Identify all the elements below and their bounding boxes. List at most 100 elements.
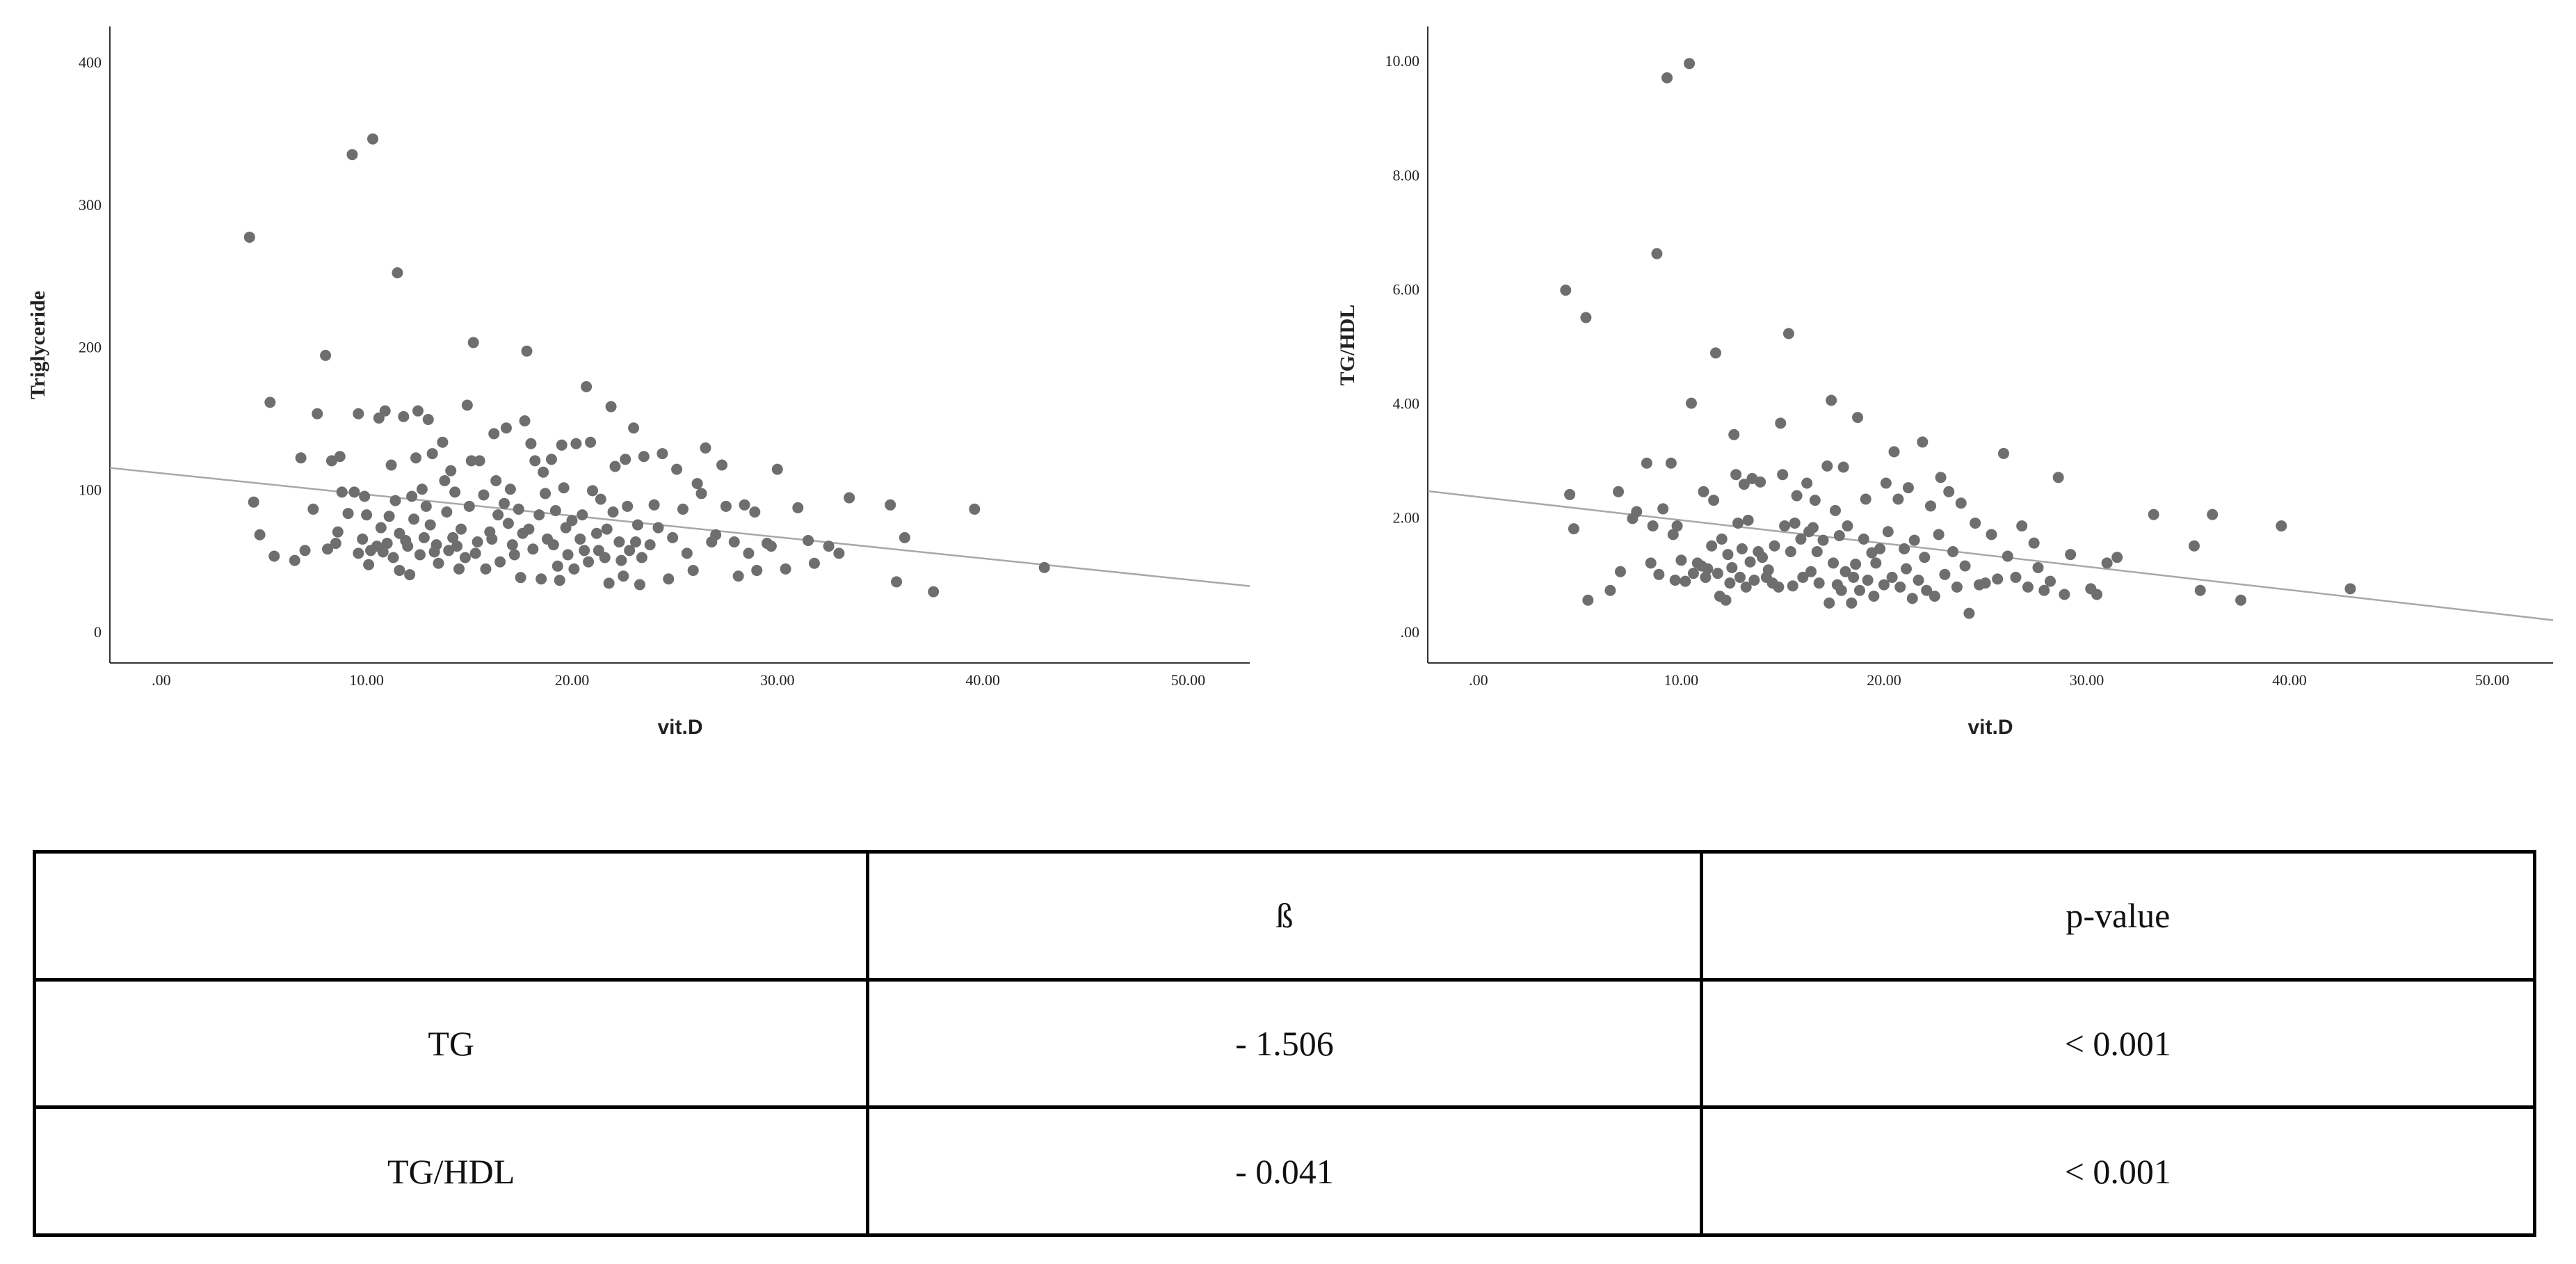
scatter-point [488, 428, 500, 440]
scatter-point [1769, 540, 1780, 552]
scatter-point [504, 483, 516, 495]
scatter-point [615, 554, 627, 566]
scatter-point [414, 549, 426, 561]
scatter-point [422, 413, 434, 425]
scatter-point [581, 381, 593, 392]
scatter-point [1708, 495, 1720, 506]
scatter-point [289, 554, 300, 566]
scatter-point [1645, 557, 1657, 569]
x-tick-label: 40.00 [2272, 671, 2307, 689]
scatter-point [1833, 530, 1845, 541]
scatter-point [1924, 500, 1936, 512]
x-axis-title: vit.D [657, 716, 702, 739]
scatter-point [1669, 575, 1681, 586]
scatter-point [2276, 520, 2287, 532]
y-axis-title: Triglyceride [26, 291, 49, 399]
scatter-point [558, 482, 570, 494]
scatter-point [620, 454, 631, 465]
y-tick-label: 4.00 [1393, 395, 1420, 413]
scatter-point [1828, 557, 1840, 569]
scatter-point [568, 563, 580, 575]
scatter-point [1773, 581, 1785, 593]
scatter-point [1726, 561, 1738, 573]
scatter-point [1997, 447, 2009, 459]
scatter-point [562, 549, 574, 561]
scatter-point [389, 495, 401, 506]
y-tick-label: 0 [94, 623, 102, 641]
scatter-point [424, 519, 436, 531]
scatter-point [492, 509, 504, 521]
scatter-point [1943, 486, 1955, 497]
table-header-cell [32, 850, 870, 982]
scatter-point [467, 337, 479, 349]
scatter-point [320, 349, 332, 361]
scatter-point [243, 231, 255, 243]
scatter-point [1842, 520, 1853, 532]
scatter-point [732, 570, 744, 582]
scatter-point [1951, 581, 1963, 593]
scatter-point [671, 463, 683, 475]
scatter-point [1817, 534, 1829, 546]
scatter-point [1631, 506, 1643, 518]
scatter-point [2188, 540, 2200, 552]
scatter-point [928, 586, 940, 598]
scatter-point [2344, 583, 2356, 595]
scatter-point [367, 133, 379, 145]
scatter-point [353, 547, 364, 559]
scatter-point [533, 509, 545, 521]
scatter-point [332, 526, 344, 538]
scatter-point [445, 465, 457, 477]
scatter-point [336, 486, 348, 498]
scatter-point [1755, 476, 1766, 488]
scatter-point [1908, 534, 1920, 546]
scatter-point [416, 483, 428, 495]
scatter-point [1801, 477, 1813, 489]
scatter-point [595, 493, 606, 505]
scatter-point [1913, 575, 1924, 586]
scatter-point [381, 538, 393, 550]
scatter-point [1805, 566, 1817, 577]
scatter-point [1777, 469, 1789, 481]
scatter-point [579, 545, 590, 557]
scatter-point [521, 345, 533, 357]
scatter-point [1653, 568, 1665, 580]
scatter-point [1720, 594, 1732, 606]
scatter-point [379, 405, 391, 417]
scatter-point [264, 397, 276, 408]
scatter-point [624, 545, 636, 557]
scatter-point [254, 529, 266, 541]
scatter-point [529, 455, 541, 467]
scatter-point [394, 564, 405, 576]
scatter-point [1685, 397, 1697, 409]
scatter-point [1795, 533, 1807, 545]
scatter-point [577, 509, 588, 521]
scatter-point [969, 503, 981, 515]
scatter-point [1728, 429, 1740, 440]
scatter-point [430, 539, 442, 551]
scatter-point [1882, 526, 1894, 538]
scatter-point [570, 438, 582, 449]
scatter-point [556, 439, 567, 451]
scatter-point [765, 541, 777, 552]
x-axis-title: vit.D [1967, 716, 2013, 739]
tg-hdl-scatter-svg: .00 10.00 20.00 30.00 40.00 50.00 .00 2.00 4.00 6… [1336, 26, 2554, 739]
scatter-point [681, 547, 693, 559]
scatter-point [1647, 520, 1659, 532]
scatter-point [728, 536, 740, 548]
table-cell-beta: - 0.041 [866, 1105, 1703, 1237]
scatter-point [325, 455, 337, 467]
scatter-point [605, 401, 617, 413]
scatter-point [1712, 568, 1723, 579]
scatter-point [1852, 412, 1864, 424]
scatter-point [2194, 584, 2206, 596]
scatter-point [607, 506, 619, 518]
scatter-point [2235, 594, 2247, 606]
scatter-point [1702, 563, 1714, 575]
scatter-point [1835, 584, 1847, 596]
scatter-point [628, 422, 640, 434]
scatter-point [634, 579, 645, 591]
x-tick-label: 20.00 [1867, 671, 1901, 689]
scatter-point [677, 503, 689, 515]
scatter-point [1992, 573, 2004, 585]
scatter-point [1604, 584, 1616, 596]
